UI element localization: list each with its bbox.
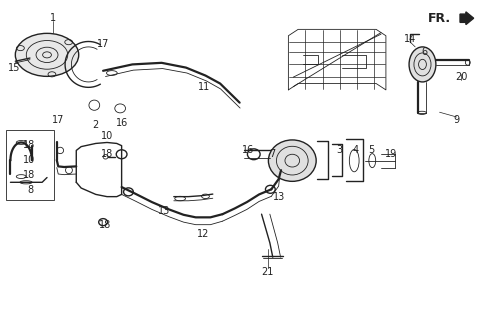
Text: 7: 7 bbox=[269, 148, 275, 159]
Ellipse shape bbox=[268, 140, 316, 181]
Text: 3: 3 bbox=[336, 146, 342, 156]
Text: 20: 20 bbox=[454, 72, 467, 82]
Text: 18: 18 bbox=[23, 140, 35, 150]
Text: 18: 18 bbox=[101, 148, 113, 159]
Text: 16: 16 bbox=[242, 146, 254, 156]
Text: 18: 18 bbox=[99, 220, 111, 230]
Ellipse shape bbox=[15, 33, 79, 76]
Text: 10: 10 bbox=[23, 155, 35, 165]
Text: 19: 19 bbox=[384, 148, 396, 159]
Text: 11: 11 bbox=[198, 82, 210, 92]
FancyArrow shape bbox=[459, 12, 473, 25]
Text: 8: 8 bbox=[27, 185, 33, 195]
Text: 21: 21 bbox=[261, 267, 274, 277]
Text: 15: 15 bbox=[8, 63, 20, 73]
Text: 13: 13 bbox=[158, 206, 170, 216]
Text: 18: 18 bbox=[23, 170, 35, 180]
Text: 17: 17 bbox=[52, 115, 64, 125]
Text: 12: 12 bbox=[197, 229, 209, 239]
Text: 2: 2 bbox=[92, 120, 99, 130]
Text: 10: 10 bbox=[101, 131, 113, 141]
Text: 13: 13 bbox=[272, 192, 284, 202]
Text: 4: 4 bbox=[352, 146, 358, 156]
Text: FR.: FR. bbox=[427, 12, 450, 25]
Bar bbox=[5, 130, 54, 200]
Text: 6: 6 bbox=[421, 47, 427, 57]
Text: 9: 9 bbox=[453, 115, 459, 125]
Text: 1: 1 bbox=[50, 13, 56, 23]
Ellipse shape bbox=[408, 47, 435, 82]
Text: 5: 5 bbox=[367, 146, 374, 156]
Text: 17: 17 bbox=[97, 39, 109, 49]
Text: 14: 14 bbox=[404, 34, 416, 44]
Text: 16: 16 bbox=[115, 118, 127, 128]
